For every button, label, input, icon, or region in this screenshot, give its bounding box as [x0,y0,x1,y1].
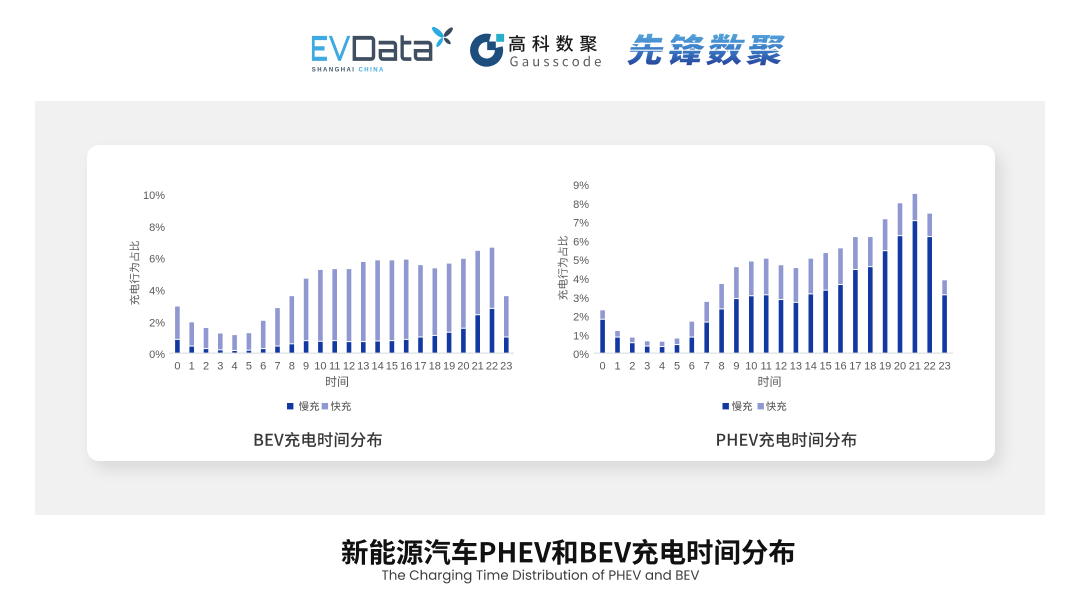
svg-text:2: 2 [629,361,635,373]
svg-text:1: 1 [189,361,195,373]
svg-text:9: 9 [733,361,739,373]
svg-text:1%: 1% [573,330,589,342]
svg-text:4%: 4% [149,286,165,298]
svg-text:15: 15 [386,361,398,373]
svg-text:8%: 8% [573,199,589,211]
svg-text:10: 10 [314,361,326,373]
svg-text:6%: 6% [149,254,165,266]
svg-text:17: 17 [849,361,861,373]
svg-text:23: 23 [500,361,512,373]
svg-text:1: 1 [614,361,620,373]
svg-text:7%: 7% [573,218,589,230]
svg-text:8%: 8% [149,222,165,234]
svg-text:18: 18 [864,361,876,373]
svg-text:12: 12 [343,361,355,373]
svg-text:11: 11 [329,361,340,373]
svg-text:6%: 6% [573,236,589,248]
svg-text:23: 23 [938,361,950,373]
svg-text:20: 20 [457,361,469,373]
svg-text:22: 22 [486,361,498,373]
svg-text:3%: 3% [573,293,589,305]
svg-text:2%: 2% [573,312,589,324]
svg-text:10%: 10% [143,190,165,202]
svg-text:12: 12 [775,361,787,373]
svg-text:0%: 0% [149,349,165,361]
svg-text:6: 6 [260,361,266,373]
svg-text:4: 4 [659,361,665,373]
svg-text:9%: 9% [573,180,589,192]
svg-text:5: 5 [674,361,680,373]
svg-text:21: 21 [472,361,484,373]
svg-text:20: 20 [894,361,906,373]
svg-text:7: 7 [704,361,710,373]
svg-text:0: 0 [600,361,606,373]
svg-text:22: 22 [924,361,936,373]
svg-text:14: 14 [805,361,817,373]
svg-text:4: 4 [232,361,238,373]
svg-text:3: 3 [644,361,650,373]
svg-text:19: 19 [443,361,455,373]
svg-text:19: 19 [879,361,891,373]
svg-text:5: 5 [246,361,252,373]
svg-text:2: 2 [203,361,209,373]
svg-text:0%: 0% [573,349,589,361]
svg-text:8: 8 [719,361,725,373]
svg-text:2%: 2% [149,317,165,329]
svg-text:SHANGHAI CHINA: SHANGHAI CHINA [312,68,385,74]
svg-text:14: 14 [371,361,383,373]
svg-text:8: 8 [289,361,295,373]
svg-text:13: 13 [790,361,802,373]
svg-text:3: 3 [217,361,223,373]
svg-text:9: 9 [303,361,309,373]
svg-text:5%: 5% [573,255,589,267]
svg-text:7: 7 [274,361,280,373]
svg-text:4%: 4% [573,274,589,286]
svg-text:18: 18 [429,361,441,373]
svg-text:17: 17 [414,361,426,373]
svg-text:16: 16 [400,361,412,373]
svg-text:10: 10 [745,361,757,373]
svg-text:11: 11 [760,361,771,373]
svg-text:13: 13 [357,361,369,373]
svg-text:21: 21 [909,361,921,373]
svg-text:0: 0 [174,361,180,373]
svg-text:6: 6 [689,361,695,373]
svg-text:16: 16 [834,361,846,373]
svg-text:15: 15 [819,361,831,373]
